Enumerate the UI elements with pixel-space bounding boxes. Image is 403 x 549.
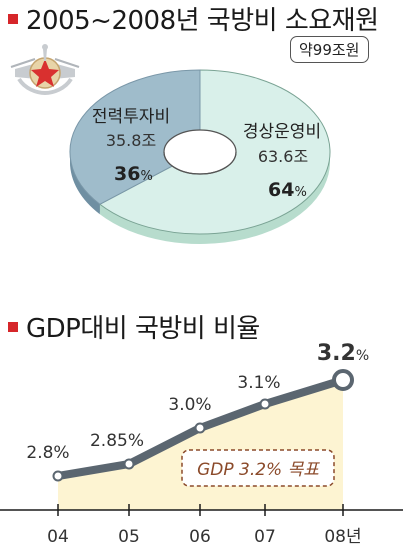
x-tick-label-04: 04	[47, 527, 69, 547]
value-label-04: 2.8%	[26, 443, 69, 463]
line-section-title: GDP대비 국방비 비율	[8, 308, 260, 345]
red-square-bullet-icon	[8, 321, 18, 332]
svg-text:64%: 64%	[268, 179, 307, 201]
donut-section-title: 2005~2008년 국방비 소요재원	[8, 0, 379, 37]
line-chart: GDP 3.2% 목표 04 05 06 07 08년 2.8% 2.85% 3.0% 3.1…	[0, 341, 403, 547]
percent-sign: %	[140, 169, 152, 184]
goal-annotation-text: GDP 3.2% 목표	[197, 460, 320, 480]
slice-percent-investment: 36	[114, 163, 140, 185]
svg-text:36%: 36%	[114, 163, 153, 185]
red-square-bullet-icon	[8, 13, 18, 24]
data-point-06	[194, 422, 206, 434]
value-label-05: 2.85%	[90, 431, 144, 451]
army-emblem-icon	[10, 44, 80, 96]
x-tick-label-07: 07	[254, 527, 276, 547]
slice-percent-operating: 64	[268, 179, 294, 201]
data-point-08년	[332, 369, 354, 391]
goal-annotation-box	[181, 449, 335, 487]
slice-amount-investment: 35.8조	[106, 131, 156, 150]
total-budget-badge: 약99조원	[290, 36, 369, 63]
slice-depth-operating	[99, 152, 330, 244]
slice-amount-operating: 63.6조	[258, 147, 308, 166]
percent-sign: %	[294, 185, 306, 200]
x-tick-label-08년: 08년	[324, 527, 361, 547]
slice-label-investment: 전력투자비	[92, 107, 170, 127]
value-label-07: 3.1%	[237, 373, 280, 393]
x-tick-label-06: 06	[189, 527, 211, 547]
x-tick-label-05: 05	[118, 527, 140, 547]
donut-chart: 경상운영비 63.6조 64% 전력투자비 35.8조 36%	[69, 69, 331, 244]
value-label-08년: 3.2%	[317, 341, 369, 366]
data-point-04	[52, 470, 64, 482]
value-label-06: 3.0%	[168, 395, 211, 415]
line-chart-title: GDP대비 국방비 비율	[26, 314, 260, 344]
data-point-07	[259, 398, 271, 410]
slice-label-operating: 경상운영비	[243, 122, 321, 142]
donut-chart-title: 2005~2008년 국방비 소요재원	[26, 6, 379, 36]
data-point-05	[123, 458, 135, 470]
